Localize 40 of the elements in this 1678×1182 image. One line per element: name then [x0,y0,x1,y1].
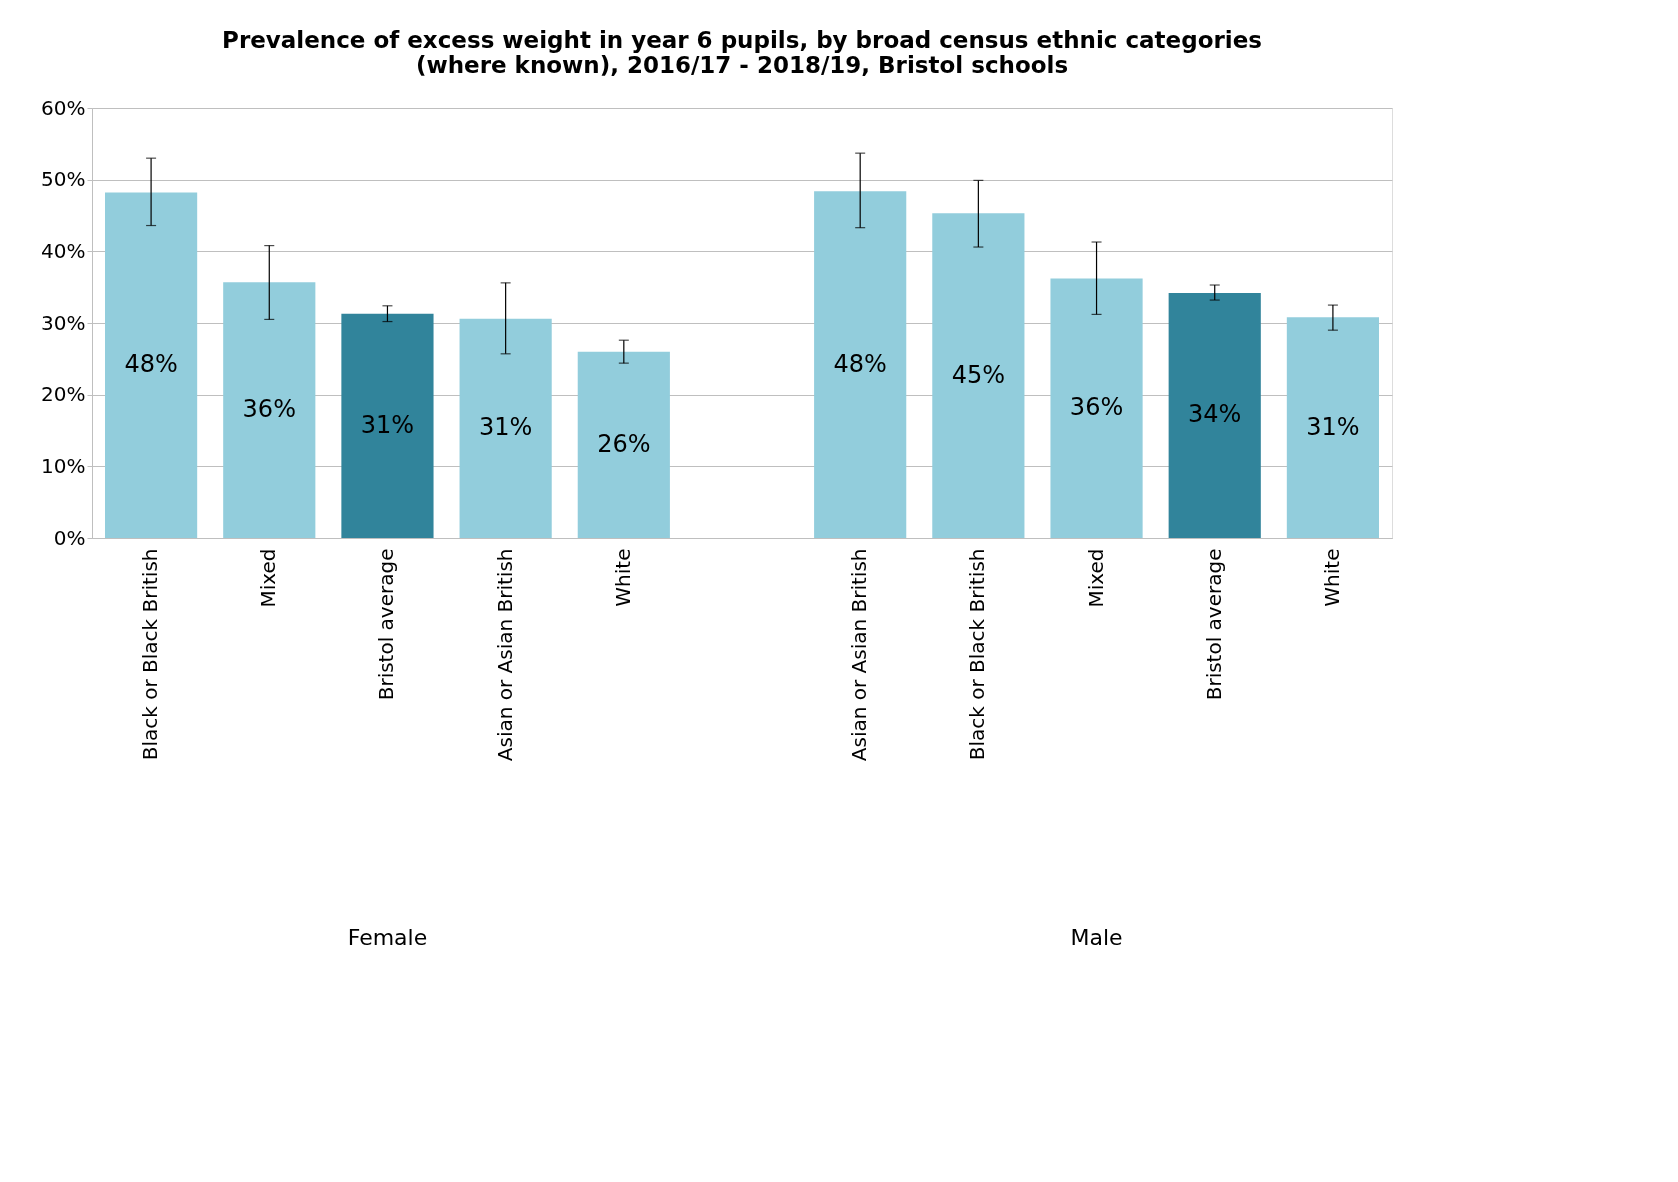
x-tick-label: Black or Black British [965,548,990,761]
x-tick-label: Mixed [256,548,281,608]
data-label: 31% [360,410,415,439]
x-tick-label: Bristol average [374,548,399,701]
data-label: 48% [124,350,178,379]
x-tick-label: Mixed [1083,548,1108,608]
x-tick-label: Bristol average [1201,548,1226,701]
y-tick-label: 10% [41,453,86,478]
x-tick-label: Asian or Asian British [847,548,872,762]
data-label: 45% [951,360,1006,389]
y-tick-label: 40% [41,238,86,263]
data-label: 26% [597,429,651,458]
x-tick-label: White [610,548,635,607]
x-tick-label: Black or Black British [138,548,163,761]
y-tick-label: 0% [53,525,86,550]
data-label: 31% [1306,412,1360,441]
bar [814,191,907,538]
bar [341,313,434,538]
text: Male [1070,925,1123,950]
x-tick-label: White [1319,548,1344,607]
chart-title: Prevalence of excess weight in year 6 pupils, by broad census ethnic categories (where known), 2016/17 - 2018/19, Bristol schools [222,27,1262,78]
data-label: 36% [242,395,296,424]
y-tick-label: 60% [41,95,86,120]
x-tick-label: Asian or Asian British [492,548,517,762]
data-label: 34% [1188,400,1242,429]
bar [1286,317,1379,538]
bar [577,351,670,538]
data-label: 31% [478,413,533,442]
bar [932,213,1025,538]
bar [223,282,316,538]
bar [1168,292,1261,538]
y-tick-label: 20% [41,382,86,407]
y-tick-label: 50% [41,167,86,192]
bar [1050,278,1143,538]
y-tick-label: 30% [41,310,86,335]
data-label: 48% [833,349,887,378]
bar [105,192,198,538]
text: Female [347,925,428,950]
data-label: 36% [1069,393,1124,422]
bar [459,318,552,538]
